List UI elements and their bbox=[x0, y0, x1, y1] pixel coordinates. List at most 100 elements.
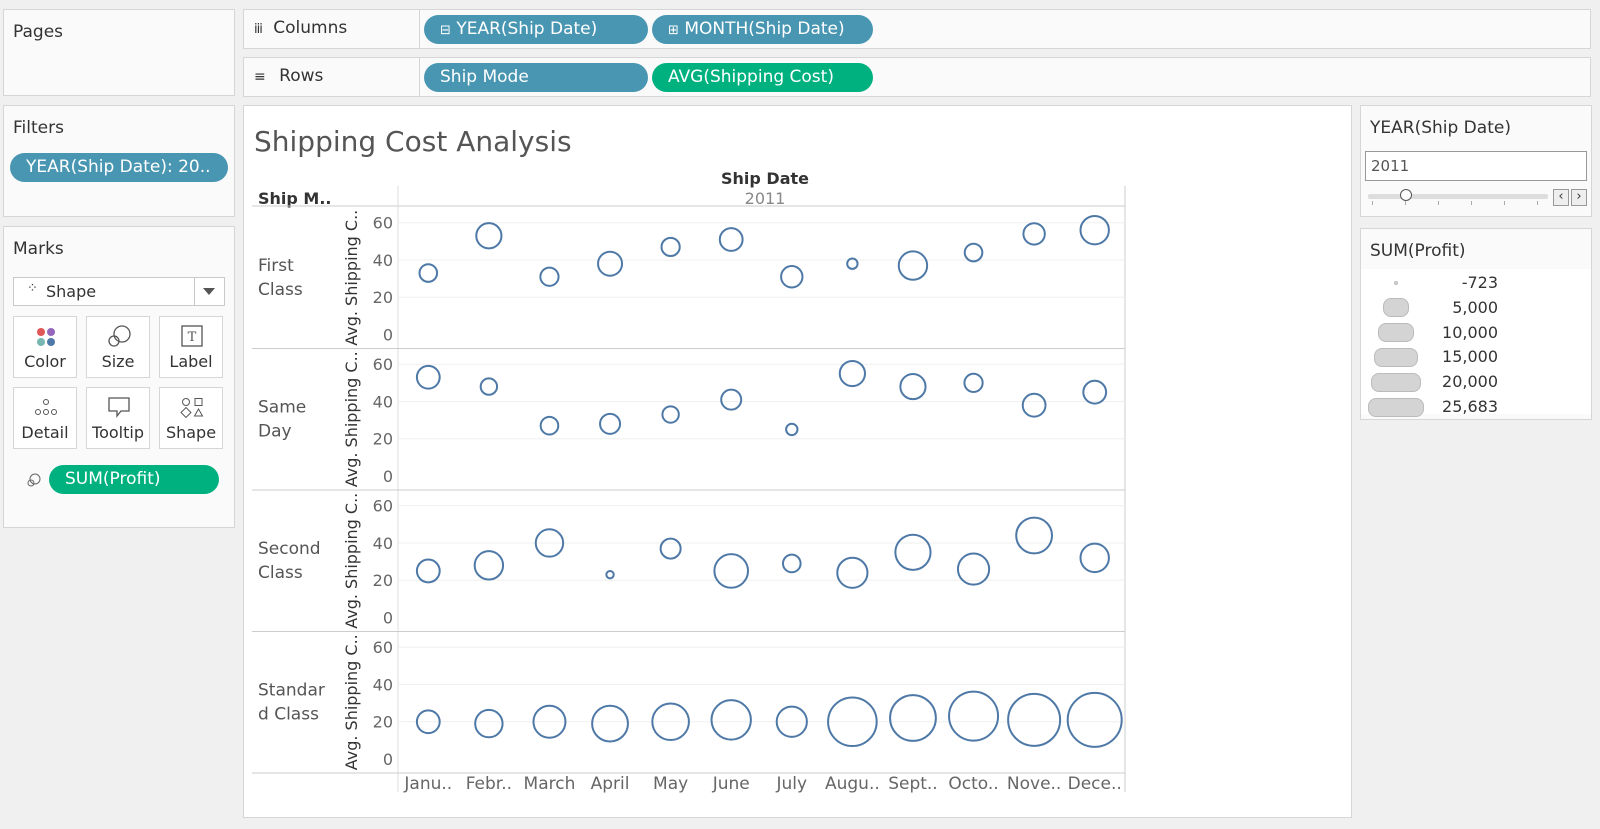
data-point bbox=[474, 708, 504, 739]
data-point bbox=[591, 704, 629, 743]
data-point bbox=[1079, 214, 1110, 246]
marks-tooltip-button[interactable]: Tooltip bbox=[86, 387, 150, 449]
worksheet-area: Shipping Cost Analysis Ship Date 2011 Ship … bbox=[243, 105, 1352, 818]
row-label: Same bbox=[258, 398, 306, 418]
data-point bbox=[785, 422, 799, 437]
y-axis-title: Avg. Shipping C.. bbox=[342, 351, 361, 487]
filters-title: Filters bbox=[13, 118, 64, 138]
size-swatch-icon bbox=[1383, 298, 1409, 318]
size-legend-label: 25,683 bbox=[1442, 397, 1498, 416]
size-legend-item[interactable]: 20,000 bbox=[1366, 370, 1586, 394]
size-legend-label: -723 bbox=[1461, 273, 1498, 292]
data-point bbox=[1066, 691, 1123, 748]
data-point bbox=[781, 553, 802, 574]
data-point bbox=[948, 690, 1000, 742]
tooltip-icon bbox=[108, 397, 130, 418]
x-tick-label: Febr.. bbox=[466, 774, 512, 794]
size-legend-label: 15,000 bbox=[1442, 347, 1498, 367]
year-filter-input[interactable]: 2011 bbox=[1365, 151, 1587, 181]
columns-pill-month[interactable]: ⊞ MONTH(Ship Date) bbox=[652, 15, 873, 44]
data-point bbox=[1082, 379, 1108, 405]
x-tick-label: Sept.. bbox=[888, 774, 938, 794]
size-legend-title: SUM(Profit) bbox=[1370, 241, 1466, 261]
columns-label: iii Columns bbox=[254, 18, 348, 38]
column-header: Ship Date bbox=[721, 169, 809, 188]
y-tick-label: 0 bbox=[383, 750, 393, 769]
size-legend-item[interactable]: 25,683 bbox=[1366, 395, 1586, 419]
size-icon bbox=[108, 325, 131, 347]
expand-icon: ⊞ bbox=[668, 23, 679, 38]
data-point bbox=[660, 236, 681, 258]
y-axis-title: Avg. Shipping C.. bbox=[342, 634, 361, 770]
y-tick-label: 40 bbox=[373, 392, 393, 411]
x-tick-label: March bbox=[524, 774, 576, 794]
data-point bbox=[775, 705, 808, 738]
chevron-left-icon: ‹ bbox=[1558, 189, 1564, 204]
year-prev-button[interactable]: ‹ bbox=[1553, 189, 1569, 206]
year-filter-title: YEAR(Ship Date) bbox=[1370, 118, 1511, 138]
y-tick-label: 0 bbox=[383, 467, 393, 486]
data-point bbox=[1079, 542, 1110, 574]
data-point bbox=[532, 704, 567, 739]
mark-type-dropdown[interactable]: ⁘ Shape bbox=[13, 277, 225, 306]
data-point bbox=[1022, 222, 1046, 246]
rows-icon: ≡ bbox=[254, 69, 266, 85]
x-tick-label: Octo.. bbox=[948, 774, 998, 794]
data-point bbox=[889, 694, 937, 742]
marks-detail-button[interactable]: Detail bbox=[13, 387, 77, 449]
marks-shape-button[interactable]: Shape bbox=[159, 387, 223, 449]
svg-text:T: T bbox=[188, 330, 197, 345]
data-point bbox=[963, 372, 984, 393]
year-slider-thumb[interactable] bbox=[1400, 189, 1412, 201]
y-tick-label: 40 bbox=[373, 251, 393, 270]
data-point bbox=[415, 558, 441, 584]
row-label: d Class bbox=[258, 705, 319, 725]
y-tick-label: 60 bbox=[373, 214, 393, 233]
size-legend-item[interactable]: -723 bbox=[1366, 271, 1586, 295]
data-point bbox=[418, 263, 439, 283]
size-legend-item[interactable]: 5,000 bbox=[1366, 296, 1586, 320]
data-point bbox=[956, 552, 991, 586]
data-point bbox=[415, 364, 441, 390]
size-legend-item[interactable]: 15,000 bbox=[1366, 345, 1586, 369]
data-point bbox=[780, 265, 804, 289]
size-legend-rows: -723 5,000 10,000 15,000 20,000 25,683 bbox=[1360, 271, 1592, 421]
rows-pill-ship-mode[interactable]: Ship Mode bbox=[424, 63, 648, 92]
column-subheader: 2011 bbox=[745, 189, 786, 208]
marks-title: Marks bbox=[13, 239, 64, 259]
size-legend-item[interactable]: 10,000 bbox=[1366, 321, 1586, 345]
y-tick-label: 20 bbox=[373, 430, 393, 449]
y-axis-title: Avg. Shipping C.. bbox=[342, 210, 361, 346]
x-tick-label: Nove.. bbox=[1007, 774, 1061, 794]
shape-icon: ⁘ bbox=[27, 281, 38, 296]
y-tick-label: 40 bbox=[373, 675, 393, 694]
data-point bbox=[713, 553, 750, 589]
y-tick-label: 20 bbox=[373, 288, 393, 307]
filter-pill-year[interactable]: YEAR(Ship Date): 20.. bbox=[10, 153, 228, 182]
year-slider-ticks bbox=[1372, 201, 1548, 205]
row-label: First bbox=[258, 256, 294, 276]
size-icon bbox=[26, 472, 42, 492]
rows-label: ≡ Rows bbox=[254, 66, 324, 86]
data-point bbox=[539, 266, 560, 287]
marks-label-button[interactable]: T Label bbox=[159, 316, 223, 378]
rows-pill-avg-shipping-cost[interactable]: AVG(Shipping Cost) bbox=[652, 63, 873, 92]
data-point bbox=[963, 242, 984, 263]
data-point bbox=[827, 696, 878, 748]
data-point bbox=[473, 550, 505, 581]
marks-color-button[interactable]: Color bbox=[13, 316, 77, 378]
x-tick-label: May bbox=[653, 774, 688, 794]
row-label: Second bbox=[258, 539, 321, 559]
pages-shelf[interactable]: Pages bbox=[3, 9, 235, 96]
data-point bbox=[539, 415, 560, 436]
marks-size-button[interactable]: Size bbox=[86, 316, 150, 378]
y-tick-label: 0 bbox=[383, 326, 393, 345]
chevron-right-icon: › bbox=[1576, 189, 1582, 204]
year-slider-track[interactable] bbox=[1368, 194, 1548, 199]
detail-icon bbox=[35, 399, 57, 415]
columns-pill-year[interactable]: ⊟ YEAR(Ship Date) bbox=[424, 15, 648, 44]
year-next-button[interactable]: › bbox=[1571, 189, 1587, 206]
chevron-down-icon bbox=[203, 288, 215, 295]
x-tick-label: Janu.. bbox=[403, 774, 452, 794]
marks-size-pill[interactable]: SUM(Profit) bbox=[49, 465, 219, 494]
